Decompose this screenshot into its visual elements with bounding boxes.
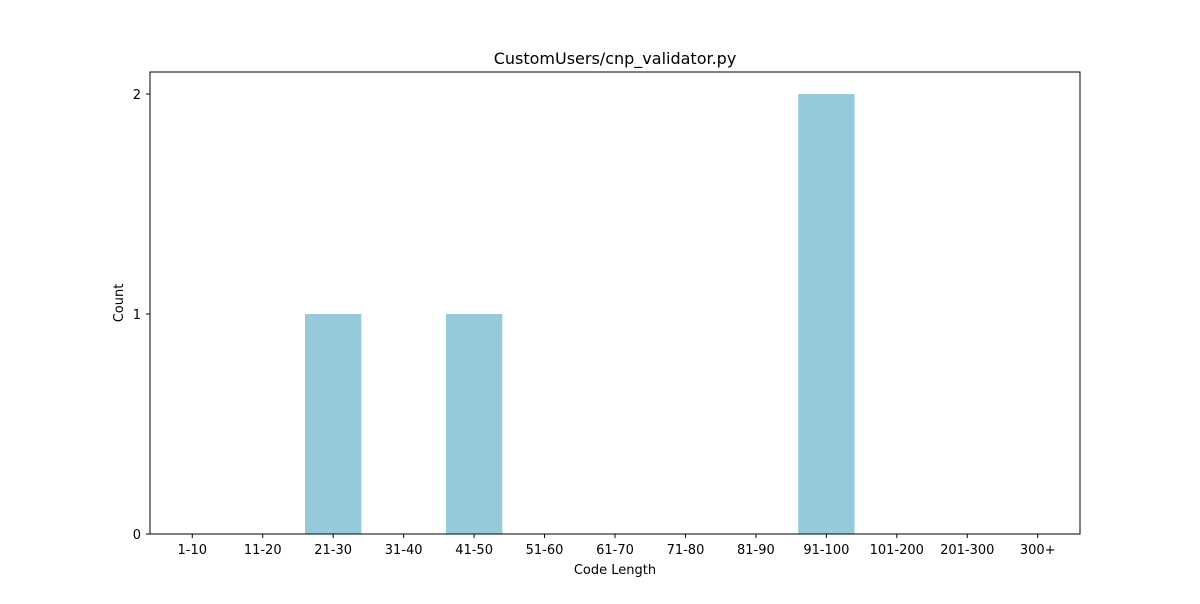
x-tick-label: 1-10 [178, 543, 208, 558]
bar-41-50 [446, 314, 502, 534]
x-tick-label: 61-70 [596, 543, 634, 558]
bar-21-30 [305, 314, 361, 534]
chart-title: CustomUsers/cnp_validator.py [494, 49, 737, 69]
x-tick-label: 300+ [1020, 543, 1056, 558]
x-tick-label: 11-20 [244, 543, 282, 558]
x-tick-label: 101-200 [870, 543, 924, 558]
y-tick-label: 2 [133, 88, 141, 103]
x-tick-label: 81-90 [737, 543, 775, 558]
x-tick-label: 31-40 [385, 543, 423, 558]
x-axis-label: Code Length [574, 563, 656, 578]
plot-frame [150, 72, 1080, 534]
y-tick-label: 0 [133, 528, 141, 543]
x-tick-label: 201-300 [940, 543, 994, 558]
x-tick-label: 21-30 [314, 543, 352, 558]
x-tick-label: 71-80 [667, 543, 705, 558]
bar-91-100 [798, 94, 854, 534]
x-tick-label: 91-100 [803, 543, 849, 558]
x-axis-ticks: 1-10 11-20 21-30 31-40 41-50 51-60 61-70 71-80 8… [178, 534, 1056, 558]
y-tick-label: 1 [133, 308, 141, 323]
y-axis-label: Count [112, 284, 127, 323]
bars-group [305, 94, 855, 534]
y-axis-ticks: 0 1 2 [133, 88, 150, 543]
x-tick-label: 41-50 [455, 543, 493, 558]
x-tick-label: 51-60 [526, 543, 564, 558]
